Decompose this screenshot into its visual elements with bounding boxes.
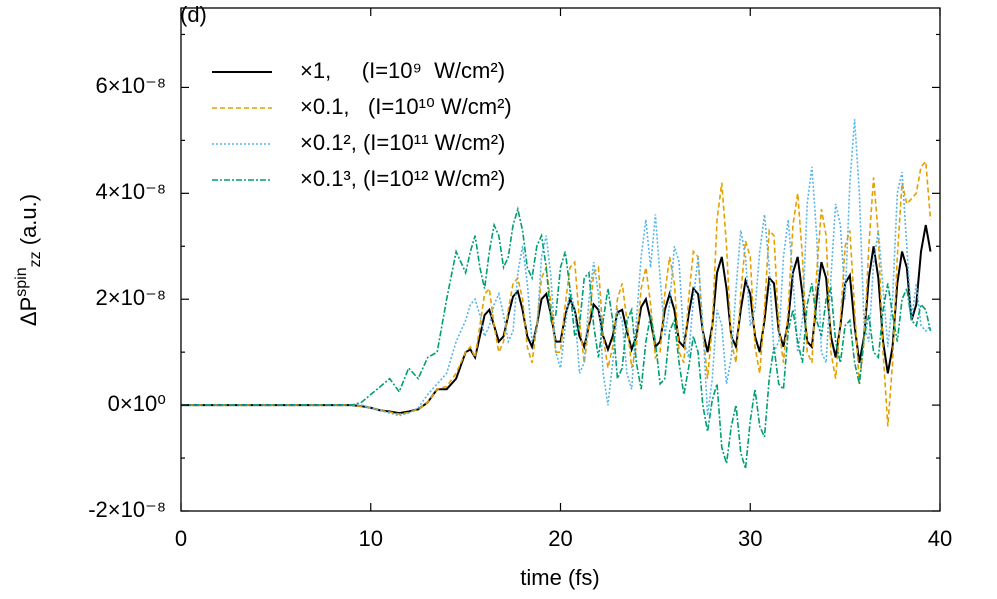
series-line: [181, 119, 932, 417]
y-label-base: ΔP: [16, 297, 41, 326]
legend-label: ×1, (I=10⁹ W/cm²): [300, 58, 505, 83]
series-line: [181, 159, 932, 427]
y-tick-label: 0×10⁰: [108, 391, 167, 416]
x-tick-label: 20: [548, 526, 572, 551]
x-tick-label: 40: [928, 526, 952, 551]
x-tick-label: 30: [738, 526, 762, 551]
x-tick-label: 10: [359, 526, 383, 551]
series-line: [181, 224, 932, 415]
y-label-unit: (a.u.): [16, 194, 41, 251]
legend-label: ×0.1², (I=10¹¹ W/cm²): [300, 130, 505, 155]
y-tick-label: -2×10⁻⁸: [88, 497, 166, 522]
x-axis-label: time (fs): [520, 565, 599, 590]
plot-frame: [180, 7, 941, 512]
plot-area: [181, 119, 932, 469]
y-label-sup: spin: [13, 267, 30, 296]
legend-label: ×0.1³, (I=10¹² W/cm²): [300, 166, 505, 191]
y-tick-label: 4×10⁻⁸: [96, 179, 166, 204]
series-line: [181, 206, 932, 469]
y-axis-label: ΔPspinzz (a.u.): [13, 194, 44, 326]
y-tick-label: 6×10⁻⁸: [96, 73, 166, 98]
x-tick-label: 0: [175, 526, 187, 551]
y-label-sub: zz: [27, 251, 44, 267]
panel-label: (d): [180, 2, 207, 27]
legend-label: ×0.1, (I=10¹⁰ W/cm²): [300, 94, 512, 119]
y-tick-label: 2×10⁻⁸: [96, 285, 166, 310]
